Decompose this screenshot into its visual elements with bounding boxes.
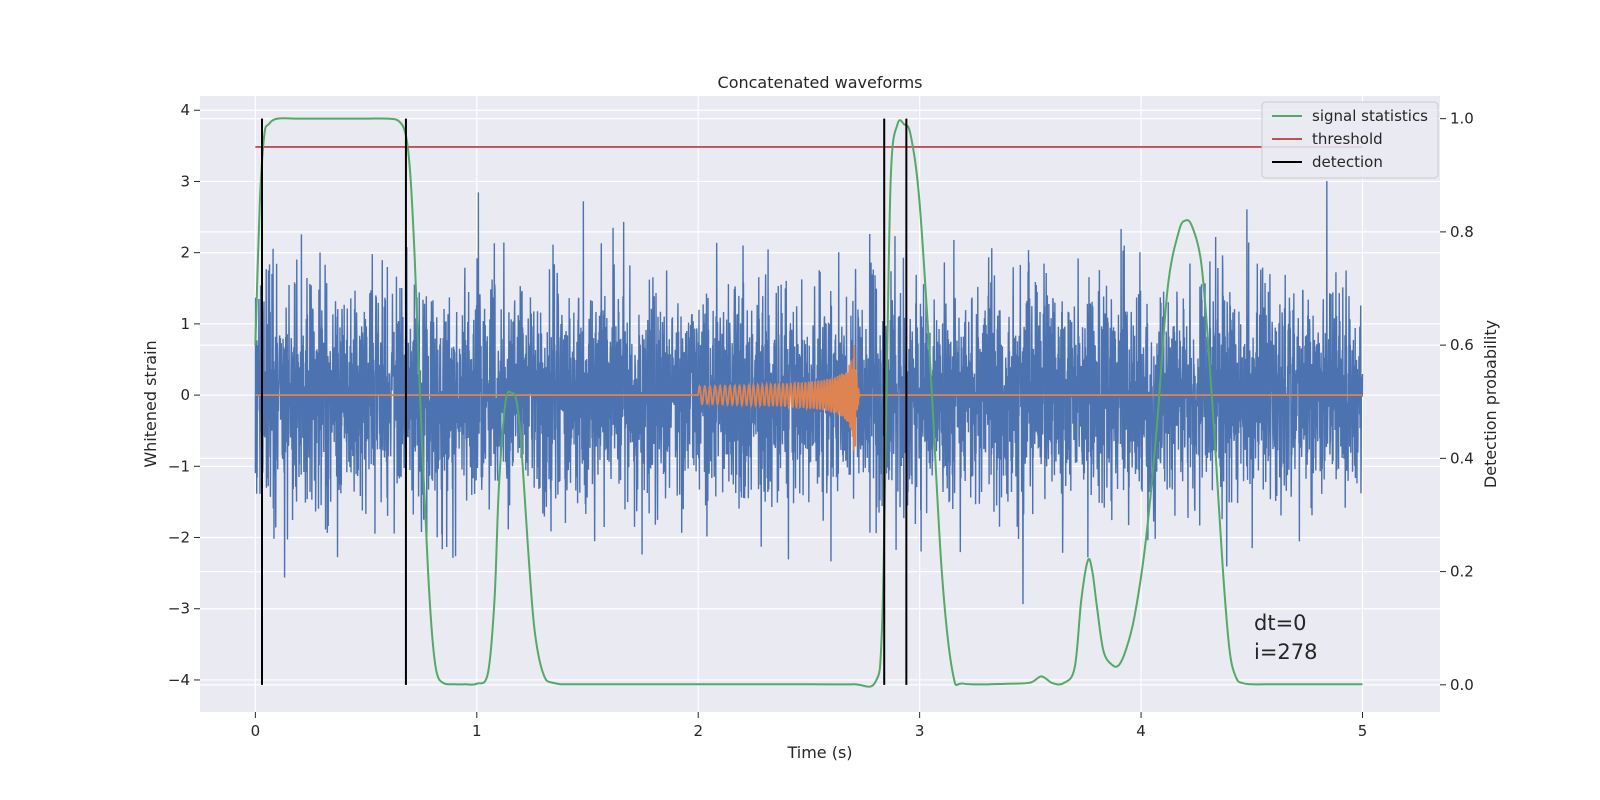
y-tick-label: −1 — [168, 457, 190, 475]
legend-label-signal-statistics: signal statistics — [1312, 107, 1428, 125]
legend-frame — [1261, 101, 1439, 179]
y-tick-label: 0 — [180, 386, 190, 404]
y-tick-label: 2 — [180, 244, 190, 262]
plot-data — [254, 117, 1364, 688]
chirp-series — [255, 344, 1363, 451]
y2-axis-ticks: 0.0 0.2 0.4 0.6 0.8 1.0 — [1440, 110, 1474, 694]
y-tick-label: 4 — [180, 101, 190, 119]
y-axis-ticks: −4 −3 −2 −1 0 1 2 3 4 — [168, 101, 200, 689]
x-tick-label: 5 — [1358, 722, 1368, 740]
x-tick-label: 4 — [1136, 722, 1146, 740]
signal-statistics-curve — [254, 117, 1363, 688]
x-axis-ticks: 0 1 2 3 4 5 — [251, 712, 1368, 740]
y-tick-label: 1 — [180, 315, 190, 333]
legend: signal statistics threshold detection — [1261, 101, 1439, 179]
y-tick-label: 3 — [180, 172, 190, 190]
y2-tick-label: 0.2 — [1450, 563, 1474, 581]
x-tick-label: 1 — [472, 722, 482, 740]
y-tick-label: −4 — [168, 671, 190, 689]
y2-axis-label: Detection probability — [1481, 320, 1500, 488]
y2-tick-label: 0.6 — [1450, 336, 1474, 354]
x-tick-label: 2 — [693, 722, 703, 740]
chart-title: Concatenated waveforms — [718, 73, 923, 92]
y2-tick-label: 0.0 — [1450, 676, 1474, 694]
x-axis-label: Time (s) — [786, 743, 852, 762]
x-tick-label: 0 — [251, 722, 261, 740]
x-tick-label: 3 — [915, 722, 925, 740]
y-tick-label: −3 — [168, 600, 190, 618]
y-tick-label: −2 — [168, 529, 190, 547]
y2-tick-label: 0.4 — [1450, 449, 1474, 467]
legend-label-threshold: threshold — [1312, 130, 1383, 148]
annotation: dt=0 i=278 — [1254, 611, 1318, 664]
y2-tick-label: 1.0 — [1450, 110, 1474, 128]
legend-label-detection: detection — [1312, 153, 1383, 171]
strain-series — [254, 181, 1364, 605]
y2-tick-label: 0.8 — [1450, 223, 1474, 241]
annotation-i: i=278 — [1254, 640, 1318, 664]
y-axis-label: Whitened strain — [141, 340, 160, 467]
annotation-dt: dt=0 — [1254, 611, 1307, 635]
